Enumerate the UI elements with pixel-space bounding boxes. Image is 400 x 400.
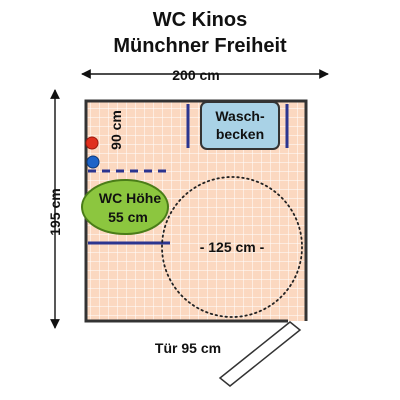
door-leaf bbox=[218, 321, 302, 387]
turning-circle-label: - 125 cm - bbox=[200, 239, 265, 255]
toilet-label-line-1: WC Höhe bbox=[99, 190, 161, 206]
width-dimension-label: 200 cm bbox=[172, 67, 219, 83]
sink bbox=[200, 101, 280, 150]
red-marker-icon bbox=[85, 136, 99, 150]
sink-label-line-1: Wasch- bbox=[215, 108, 265, 124]
depth-dimension-label: 195 cm bbox=[47, 188, 63, 235]
title-line-2: Münchner Freiheit bbox=[113, 35, 287, 57]
toilet bbox=[81, 179, 169, 235]
blue-marker-icon bbox=[86, 155, 100, 169]
title-line-1: WC Kinos bbox=[153, 9, 247, 31]
turning-circle bbox=[161, 176, 303, 318]
room-wall bbox=[84, 99, 308, 323]
sink-label-line-2: becken bbox=[216, 126, 264, 142]
toilet-label-line-2: 55 cm bbox=[108, 209, 148, 225]
side-clearance-label: 90 cm bbox=[108, 110, 124, 150]
door-width-label: Tür 95 cm bbox=[155, 340, 221, 356]
